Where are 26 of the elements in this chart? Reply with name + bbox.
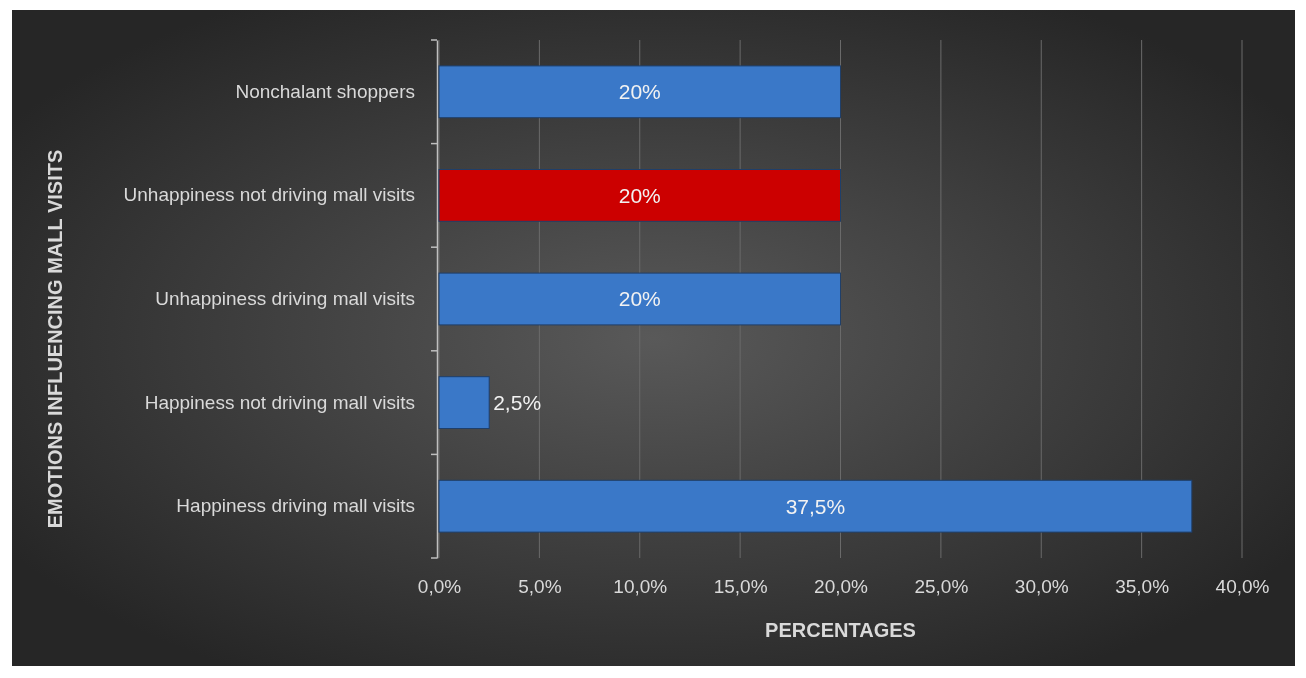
y-tick-label: Happiness not driving mall visits <box>144 391 415 413</box>
x-tick-label: 15,0% <box>713 576 768 598</box>
x-tick-label: 5,0% <box>518 576 562 598</box>
x-tick-label: 35,0% <box>1115 576 1170 598</box>
y-tick-label: Nonchalant shoppers <box>235 80 415 102</box>
data-label: 37,5% <box>785 494 846 518</box>
bar <box>438 272 841 326</box>
x-tick-label: 40,0% <box>1215 576 1270 598</box>
bar <box>438 479 1193 533</box>
x-tick-label: 10,0% <box>613 576 668 598</box>
data-label: 20% <box>618 287 661 311</box>
y-tick-label: Unhappiness driving mall visits <box>155 288 415 310</box>
y-axis-title: EMOTIONS INFLUENCING MALL VISITS <box>44 149 66 529</box>
data-label: 20% <box>618 80 661 104</box>
x-axis-title: PERCENTAGES <box>765 619 916 641</box>
x-tick-label: 30,0% <box>1014 576 1069 598</box>
y-tick-label: Unhappiness not driving mall visits <box>123 184 415 206</box>
bar <box>438 376 490 429</box>
data-label: 2,5% <box>493 390 542 414</box>
x-tick-label: 0,0% <box>417 576 462 598</box>
bar <box>438 169 841 222</box>
x-tick-label: 25,0% <box>914 576 969 598</box>
data-label: 20% <box>618 183 661 207</box>
bar <box>438 65 841 119</box>
x-tick-label: 20,0% <box>814 576 869 598</box>
y-tick-label: Happiness driving mall visits <box>176 495 415 517</box>
